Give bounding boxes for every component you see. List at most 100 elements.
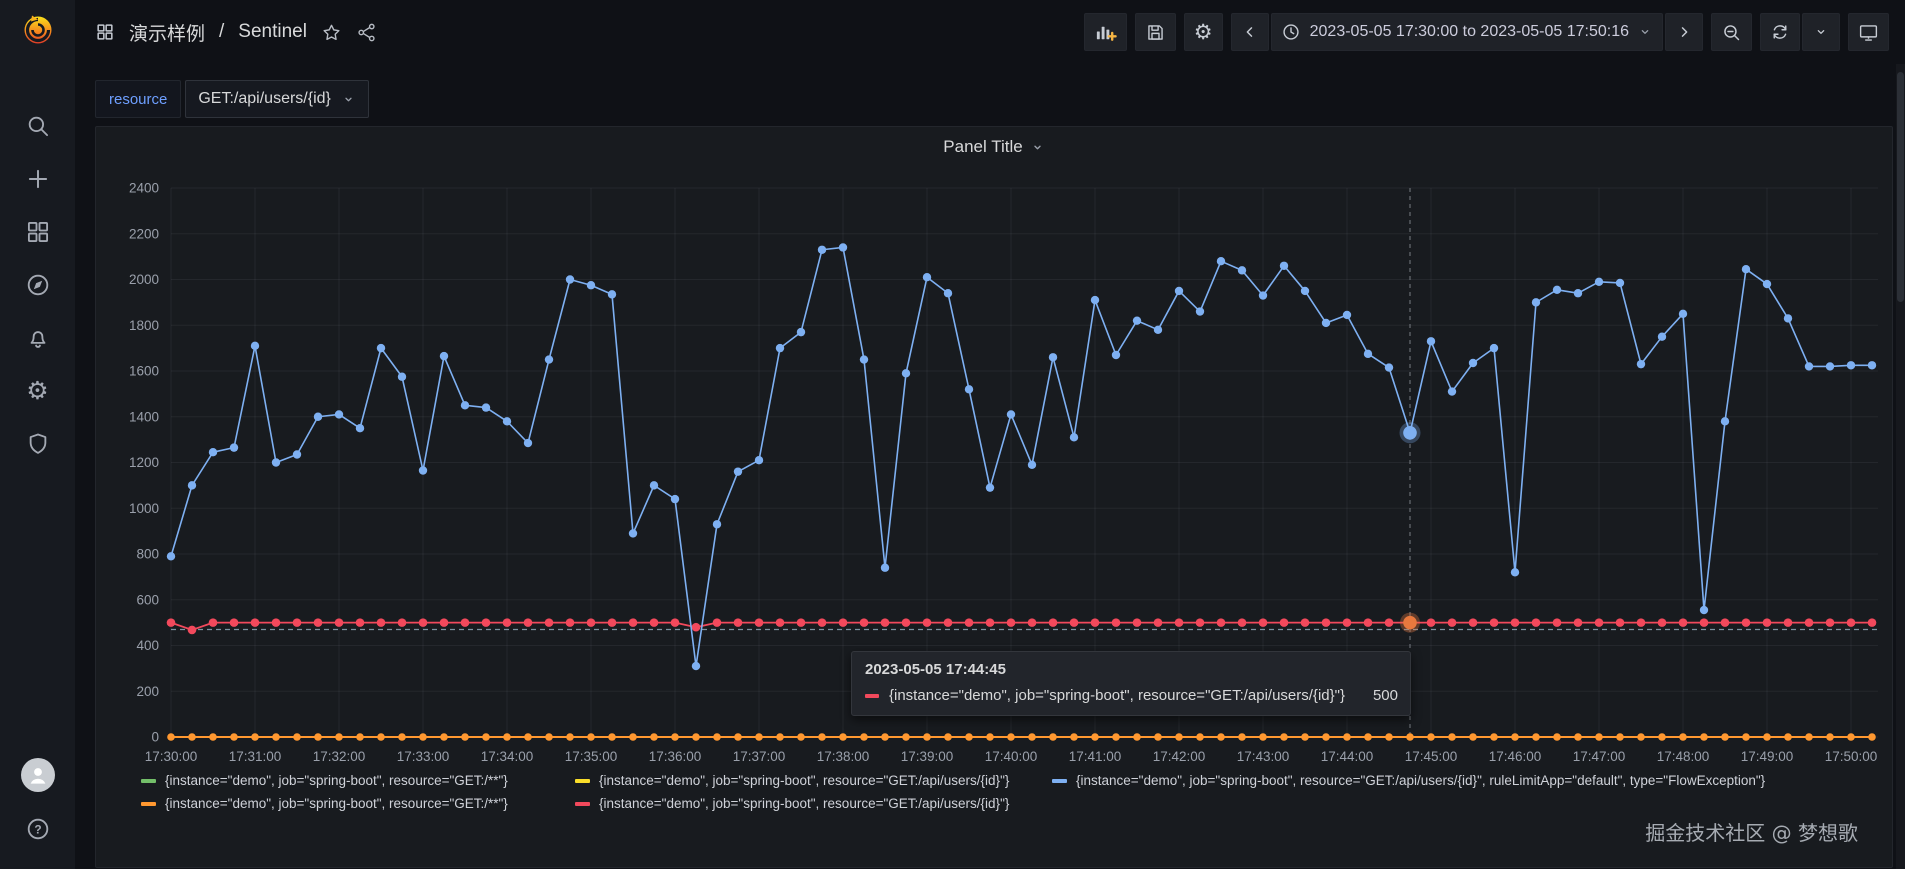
- clock-icon: [1281, 22, 1301, 42]
- legend-row: {instance="demo", job="spring-boot", res…: [141, 773, 1765, 788]
- zoom-out-button[interactable]: [1711, 13, 1752, 51]
- panel-title-text: Panel Title: [943, 137, 1023, 156]
- svg-text:17:33:00: 17:33:00: [397, 749, 450, 764]
- toolbar: ⚙ 2023-05-05 17:30:00 to 2023-05-05 17:5…: [1083, 13, 1889, 51]
- add-panel-button[interactable]: [1083, 13, 1127, 51]
- time-picker-group: 2023-05-05 17:30:00 to 2023-05-05 17:50:…: [1230, 13, 1703, 51]
- svg-text:2200: 2200: [129, 226, 159, 241]
- svg-text:1800: 1800: [129, 318, 159, 333]
- variable-resource-value: GET:/api/users/{id}: [198, 90, 331, 107]
- grafana-logo[interactable]: [18, 9, 58, 49]
- svg-text:17:37:00: 17:37:00: [733, 749, 786, 764]
- svg-text:?: ?: [34, 822, 41, 836]
- svg-text:1000: 1000: [129, 501, 159, 516]
- bell-icon[interactable]: [24, 324, 51, 351]
- svg-text:17:45:00: 17:45:00: [1405, 749, 1458, 764]
- time-range-text: 2023-05-05 17:30:00 to 2023-05-05 17:50:…: [1309, 23, 1629, 40]
- plus-icon[interactable]: [24, 165, 51, 192]
- help-icon[interactable]: ?: [24, 815, 51, 842]
- scrollbar-thumb[interactable]: [1897, 72, 1904, 302]
- svg-text:2400: 2400: [129, 181, 159, 196]
- legend-marker-red: [575, 801, 590, 806]
- svg-text:17:42:00: 17:42:00: [1153, 749, 1206, 764]
- apps-icon[interactable]: [24, 218, 51, 245]
- apps-icon: [95, 22, 115, 42]
- chart-plot-area[interactable]: 0 200 400 600 800 1000 1200 1400 1600 1800 2000 220…: [96, 127, 1892, 867]
- legend-item[interactable]: {instance="demo", job="spring-boot", res…: [141, 796, 575, 811]
- refresh-button[interactable]: [1760, 13, 1800, 51]
- legend-item[interactable]: {instance="demo", job="spring-boot", res…: [575, 773, 1052, 788]
- star-icon[interactable]: [321, 22, 342, 43]
- svg-text:600: 600: [136, 592, 159, 607]
- refresh-interval-button[interactable]: [1802, 13, 1840, 51]
- search-icon[interactable]: [24, 112, 51, 139]
- legend-marker-yellow: [575, 778, 590, 783]
- legend-label: {instance="demo", job="spring-boot", res…: [165, 773, 508, 788]
- chevron-down-icon: [1637, 24, 1653, 40]
- svg-text:17:44:00: 17:44:00: [1321, 749, 1374, 764]
- svg-text:17:41:00: 17:41:00: [1069, 749, 1122, 764]
- tooltip-series-label: {instance="demo", job="spring-boot", res…: [889, 687, 1345, 704]
- breadcrumb-dashboard[interactable]: Sentinel: [238, 21, 307, 42]
- shield-icon[interactable]: [24, 430, 51, 457]
- svg-text:0: 0: [151, 730, 159, 745]
- svg-text:17:31:00: 17:31:00: [229, 749, 282, 764]
- variable-resource-label[interactable]: resource: [95, 80, 182, 118]
- panel-title[interactable]: Panel Title: [96, 127, 1892, 167]
- gear-icon: ⚙: [1193, 19, 1213, 44]
- share-icon[interactable]: [356, 22, 377, 43]
- legend-item[interactable]: {instance="demo", job="spring-boot", res…: [1052, 773, 1765, 788]
- tooltip-timestamp: 2023-05-05 17:44:45: [865, 661, 1006, 678]
- svg-text:17:32:00: 17:32:00: [313, 749, 366, 764]
- time-shift-forward-button[interactable]: [1665, 13, 1703, 51]
- svg-text:1200: 1200: [129, 455, 159, 470]
- breadcrumb: 演示样例 / Sentinel: [95, 19, 377, 46]
- chevron-down-icon: [341, 92, 356, 107]
- legend-label: {instance="demo", job="spring-boot", res…: [165, 796, 508, 811]
- breadcrumb-separator: /: [219, 21, 225, 42]
- legend-item[interactable]: {instance="demo", job="spring-boot", res…: [141, 773, 575, 788]
- svg-text:17:36:00: 17:36:00: [649, 749, 702, 764]
- save-button[interactable]: [1134, 13, 1176, 51]
- chevron-down-icon: [1034, 145, 1041, 149]
- svg-text:17:30:00: 17:30:00: [145, 749, 198, 764]
- legend-marker-blue: [1052, 778, 1067, 783]
- gear-icon[interactable]: ⚙: [26, 376, 49, 405]
- svg-text:17:49:00: 17:49:00: [1741, 749, 1794, 764]
- settings-button[interactable]: ⚙: [1183, 13, 1223, 51]
- svg-text:1600: 1600: [129, 364, 159, 379]
- svg-text:17:35:00: 17:35:00: [565, 749, 618, 764]
- avatar[interactable]: [20, 758, 55, 792]
- svg-text:2000: 2000: [129, 272, 159, 287]
- svg-text:17:50:00: 17:50:00: [1825, 749, 1878, 764]
- chart-tooltip: 2023-05-05 17:44:45 {instance="demo", jo…: [851, 651, 1411, 716]
- top-bar: 演示样例 / Sentinel ⚙: [75, 0, 1905, 64]
- svg-text:17:47:00: 17:47:00: [1573, 749, 1626, 764]
- legend-label: {instance="demo", job="spring-boot", res…: [599, 796, 1010, 811]
- time-shift-back-button[interactable]: [1230, 13, 1269, 51]
- breadcrumb-folder[interactable]: 演示样例: [129, 23, 206, 45]
- svg-text:200: 200: [136, 684, 159, 699]
- svg-text:17:43:00: 17:43:00: [1237, 749, 1290, 764]
- legend-label: {instance="demo", job="spring-boot", res…: [1076, 773, 1766, 788]
- timeseries-panel: Panel Title 0 200 400 600 800 1000 1200 1400 160…: [95, 126, 1893, 868]
- time-range-button[interactable]: 2023-05-05 17:30:00 to 2023-05-05 17:50:…: [1270, 13, 1663, 51]
- svg-text:800: 800: [136, 547, 159, 562]
- tooltip-series-value: 500: [1372, 687, 1398, 704]
- variable-resource-select[interactable]: GET:/api/users/{id}: [185, 80, 369, 118]
- compass-icon[interactable]: [24, 271, 51, 298]
- tooltip-series-row: {instance="demo", job="spring-boot", res…: [865, 687, 1398, 704]
- svg-text:17:48:00: 17:48:00: [1657, 749, 1710, 764]
- svg-text:17:46:00: 17:46:00: [1489, 749, 1542, 764]
- kiosk-button[interactable]: [1848, 13, 1889, 51]
- refresh-group: [1760, 13, 1840, 51]
- watermark-text: 掘金技术社区 @ 梦想歌: [1645, 821, 1858, 845]
- scrollbar[interactable]: [1896, 64, 1905, 869]
- svg-text:400: 400: [136, 638, 159, 653]
- chart-legend: {instance="demo", job="spring-boot", res…: [141, 773, 1765, 811]
- svg-text:17:34:00: 17:34:00: [481, 749, 534, 764]
- variable-row: resource GET:/api/users/{id}: [95, 80, 369, 118]
- svg-text:17:39:00: 17:39:00: [901, 749, 954, 764]
- svg-text:1400: 1400: [129, 409, 159, 424]
- legend-item[interactable]: {instance="demo", job="spring-boot", res…: [575, 796, 1052, 811]
